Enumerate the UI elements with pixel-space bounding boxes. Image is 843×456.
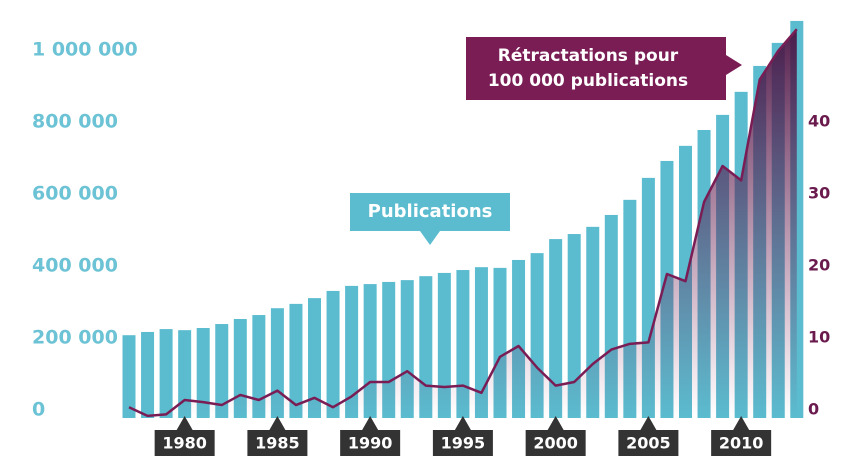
x-tick-pointer [362, 416, 379, 430]
bar [474, 267, 488, 418]
x-tick-pointer [733, 416, 750, 430]
x-tick-label: 1985 [255, 434, 300, 453]
y2-tick-label: 10 [808, 328, 830, 347]
x-tick-pointer [454, 416, 471, 430]
line [128, 28, 798, 418]
y-tick-label: 800 000 [32, 111, 118, 133]
retractations-annotation: Rétractations pour 100 000 publications [466, 37, 742, 100]
plot-area: 0 200 000 400 000 600 000 800 000 1 000 000 0 1… [32, 20, 830, 456]
x-tick-label: 1980 [162, 434, 207, 453]
bar [345, 285, 359, 418]
annotation-text: Publications [368, 201, 493, 222]
y2-tick-label: 40 [808, 112, 830, 131]
bar [252, 315, 266, 418]
bar [215, 324, 229, 418]
bar [178, 330, 192, 418]
x-tick-box [525, 430, 586, 456]
bar [456, 270, 470, 418]
y-tick-label: 1 000 000 [32, 39, 138, 61]
annotation-box [350, 193, 510, 231]
bar [308, 298, 321, 418]
y2-tick-label: 0 [808, 400, 819, 419]
x-tick-box [154, 430, 215, 456]
annotation-pointer [420, 231, 440, 245]
bar [289, 303, 303, 418]
bar [159, 329, 173, 418]
bar [567, 234, 581, 418]
x-tick-label: 2000 [533, 434, 578, 453]
x-tick-box [340, 430, 401, 456]
y2-tick-label: 30 [808, 184, 830, 203]
y-tick-label: 200 000 [32, 327, 118, 349]
x-tick-box [618, 430, 679, 456]
bar [549, 239, 563, 418]
annotation-text: 100 000 publications [488, 71, 688, 91]
x-tick-box [247, 430, 308, 456]
x-tick-pointer [640, 416, 657, 430]
line-area [129, 29, 797, 418]
y-tick-label: 600 000 [32, 183, 118, 205]
x-tick-label: 1995 [441, 434, 486, 453]
y-tick-label: 0 [32, 399, 45, 421]
bar [141, 331, 155, 418]
publications-annotation: Publications [350, 193, 510, 245]
x-tick-pointer [269, 416, 286, 430]
x-tick-label: 2005 [626, 434, 671, 453]
y-tick-label: 400 000 [32, 255, 118, 277]
bar [233, 319, 247, 418]
x-tick-label: 1990 [348, 434, 393, 453]
annotation-box [466, 37, 726, 100]
x-tick-pointer [547, 416, 564, 430]
y2-tick-label: 20 [808, 256, 830, 275]
annotation-text: Rétractations pour [498, 46, 679, 66]
bar [326, 290, 340, 418]
x-tick-box [711, 430, 772, 456]
bar [196, 328, 210, 418]
bar [122, 335, 136, 418]
annotation-pointer [726, 55, 742, 75]
bar [437, 272, 451, 418]
x-tick-box [432, 430, 493, 456]
bar [270, 308, 284, 418]
x-tick-pointer [176, 416, 193, 430]
x-tick-label: 2010 [719, 434, 764, 453]
